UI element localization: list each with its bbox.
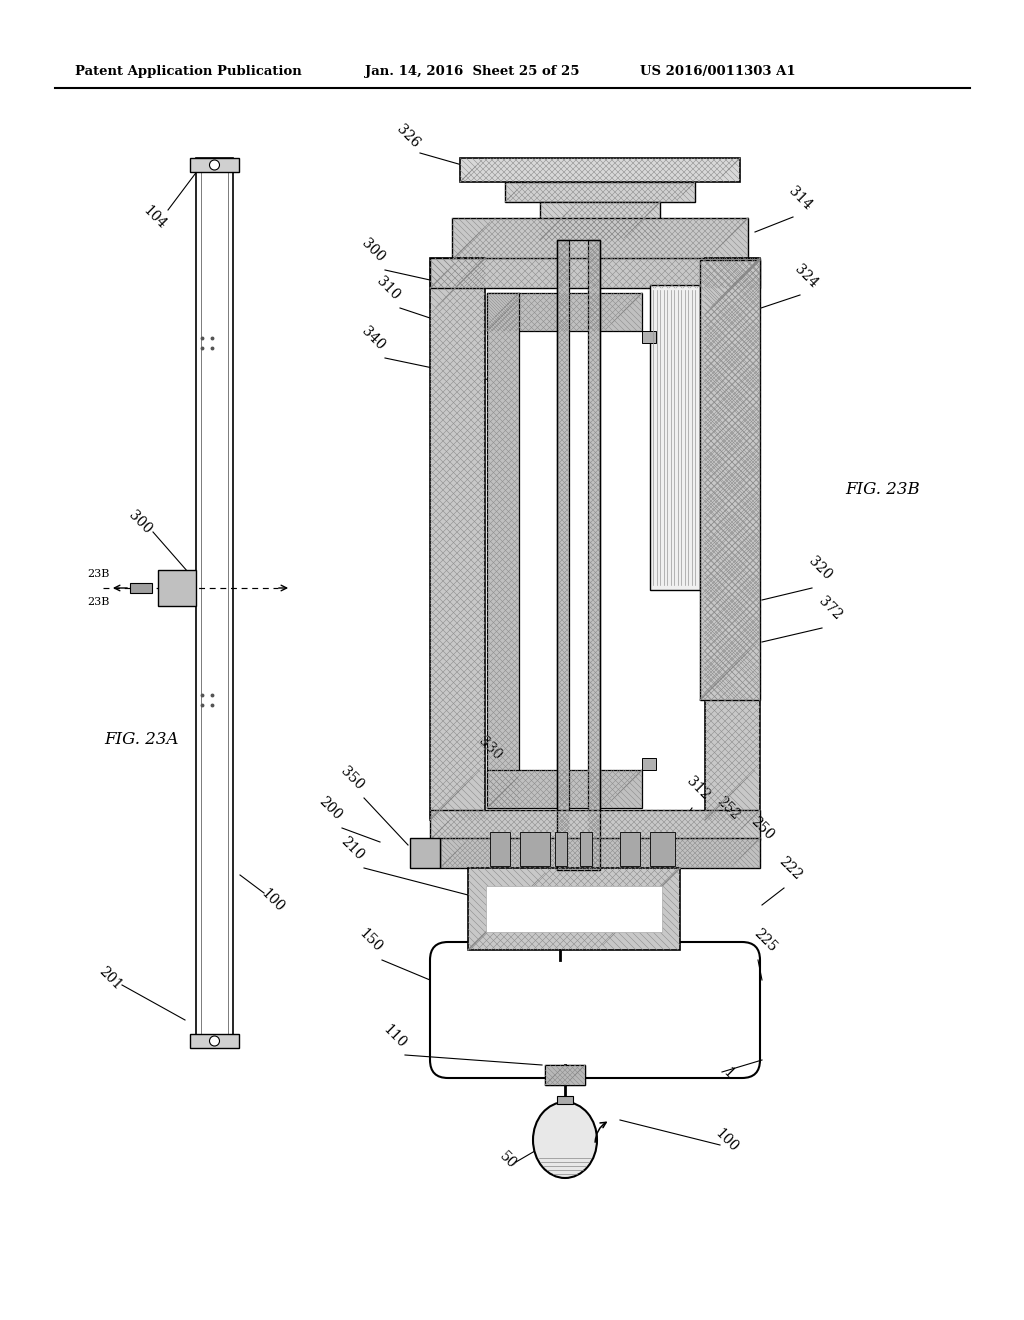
Bar xyxy=(460,158,740,182)
Text: 350: 350 xyxy=(338,764,367,793)
Bar xyxy=(410,838,440,869)
Bar xyxy=(569,240,588,870)
Text: 300: 300 xyxy=(126,508,155,536)
Bar xyxy=(430,810,760,840)
Text: 150: 150 xyxy=(355,927,384,954)
Text: 326: 326 xyxy=(394,123,422,150)
Bar xyxy=(485,288,705,820)
Bar xyxy=(557,240,569,870)
Text: 23B: 23B xyxy=(87,569,110,579)
Bar xyxy=(190,1034,239,1048)
Text: 310: 310 xyxy=(374,275,402,304)
Bar xyxy=(130,583,152,593)
Text: US 2016/0011303 A1: US 2016/0011303 A1 xyxy=(640,66,796,78)
Bar xyxy=(430,257,760,288)
Text: 320: 320 xyxy=(806,554,835,583)
Text: 225: 225 xyxy=(751,927,779,954)
Bar xyxy=(196,158,233,1048)
Text: 1: 1 xyxy=(720,1065,736,1081)
Bar xyxy=(705,257,760,820)
Bar xyxy=(487,293,642,331)
Bar xyxy=(700,260,760,700)
Text: 222: 222 xyxy=(776,854,804,883)
Bar xyxy=(580,832,592,866)
Text: 100: 100 xyxy=(712,1126,740,1155)
Text: 200: 200 xyxy=(315,795,344,822)
Bar xyxy=(487,293,519,808)
Bar xyxy=(486,886,662,932)
Text: 324: 324 xyxy=(792,263,820,290)
Bar xyxy=(490,832,510,866)
Text: 372: 372 xyxy=(816,594,844,623)
Circle shape xyxy=(210,160,219,170)
Text: 110: 110 xyxy=(381,1023,410,1051)
Bar xyxy=(545,1065,585,1085)
Text: Patent Application Publication: Patent Application Publication xyxy=(75,66,302,78)
Bar xyxy=(190,158,239,172)
Bar xyxy=(650,832,675,866)
Text: Jan. 14, 2016  Sheet 25 of 25: Jan. 14, 2016 Sheet 25 of 25 xyxy=(365,66,580,78)
Text: FIG. 23A: FIG. 23A xyxy=(104,731,179,748)
Bar xyxy=(650,285,700,590)
Text: 201: 201 xyxy=(95,964,124,993)
Bar xyxy=(468,869,680,950)
Bar xyxy=(620,832,640,866)
Bar xyxy=(588,240,600,870)
Text: 300: 300 xyxy=(358,236,387,265)
Bar xyxy=(505,182,695,202)
Text: 210: 210 xyxy=(338,834,367,863)
Ellipse shape xyxy=(534,1102,597,1177)
Text: 330: 330 xyxy=(476,734,504,763)
Text: 314: 314 xyxy=(785,185,814,213)
Text: 100: 100 xyxy=(258,886,287,915)
FancyBboxPatch shape xyxy=(430,942,760,1078)
Bar xyxy=(555,832,567,866)
Text: 250: 250 xyxy=(748,814,776,843)
Circle shape xyxy=(210,1036,219,1045)
Bar xyxy=(440,838,760,869)
Bar xyxy=(540,202,660,240)
Text: 23B: 23B xyxy=(87,597,110,607)
Bar xyxy=(158,570,196,606)
Text: 50: 50 xyxy=(497,1148,519,1171)
Text: 340: 340 xyxy=(358,325,387,352)
Bar xyxy=(557,240,600,870)
Bar xyxy=(487,770,642,808)
Text: 252: 252 xyxy=(714,795,742,822)
Bar xyxy=(452,218,748,260)
Bar xyxy=(642,331,656,343)
Bar xyxy=(642,758,656,770)
Text: 312: 312 xyxy=(684,775,713,803)
Bar xyxy=(545,1065,585,1085)
Bar xyxy=(430,257,485,820)
Text: 104: 104 xyxy=(140,203,169,232)
Bar xyxy=(520,832,550,866)
Bar xyxy=(557,1096,573,1104)
Text: FIG. 23B: FIG. 23B xyxy=(845,482,920,499)
